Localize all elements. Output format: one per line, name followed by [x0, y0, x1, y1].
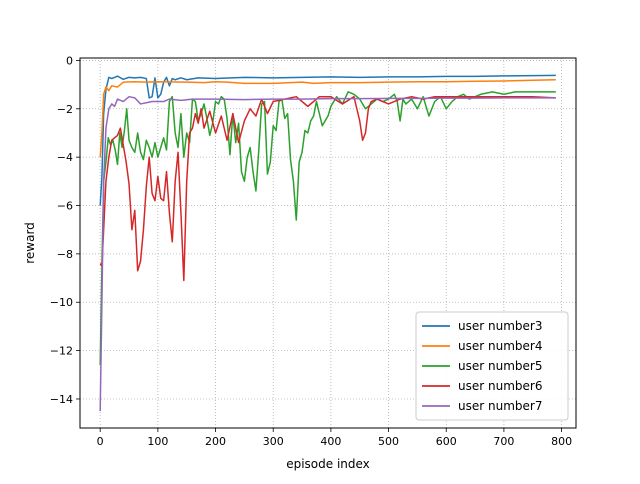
- series-line-5: [99, 95, 556, 412]
- y-tick-label: −8: [57, 248, 73, 261]
- legend-label: user number5: [458, 359, 542, 373]
- x-tick-label: 400: [320, 435, 341, 448]
- series-line-2: [99, 79, 556, 158]
- y-tick-label: −10: [50, 296, 73, 309]
- x-tick-label: 200: [205, 435, 226, 448]
- legend: user number3 user number4 user number5 user…: [415, 311, 569, 421]
- legend-label: user number4: [458, 339, 542, 353]
- x-tick-label: 100: [147, 435, 168, 448]
- series-lines: [99, 74, 556, 412]
- x-axis: 0 100 200 300 400 500 600 700 800: [97, 428, 572, 448]
- plot-frame: [79, 57, 577, 429]
- series-line-3: [99, 91, 556, 366]
- legend-label: user number7: [458, 399, 542, 413]
- legend-box: [415, 311, 569, 421]
- series-line-4: [99, 95, 556, 282]
- y-tick-label: −14: [50, 393, 73, 406]
- x-tick-label: 800: [551, 435, 572, 448]
- x-tick-label: 300: [263, 435, 284, 448]
- y-axis-label: reward: [23, 222, 37, 264]
- y-tick-label: −2: [57, 103, 73, 116]
- y-axis: 0 −2 −4 −6 −8 −10 −12 −14: [50, 54, 80, 406]
- legend-label: user number3: [458, 319, 542, 333]
- x-tick-label: 500: [378, 435, 399, 448]
- legend-label: user number6: [458, 379, 542, 393]
- y-tick-label: 0: [66, 54, 73, 67]
- x-tick-label: 700: [493, 435, 514, 448]
- x-tick-label: 600: [436, 435, 457, 448]
- y-tick-label: −12: [50, 345, 73, 358]
- x-axis-label: episode index: [286, 457, 370, 471]
- y-tick-label: −6: [57, 200, 73, 213]
- y-tick-label: −4: [57, 151, 73, 164]
- x-tick-label: 0: [97, 435, 104, 448]
